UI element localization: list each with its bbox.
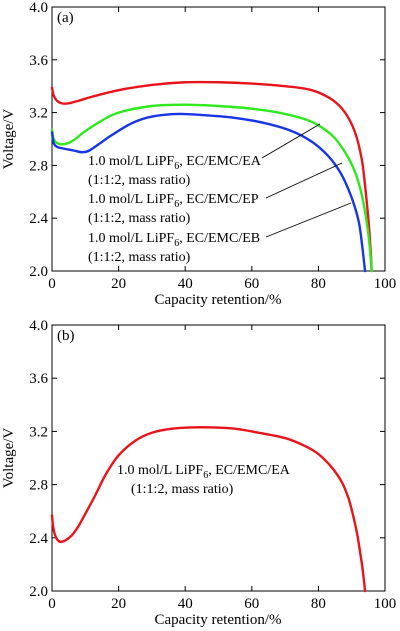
panel-a-annotation-ep: 1.0 mol/L LiPF6, EC/EMC/EP: [88, 192, 259, 210]
panel-b-y-tick-label: 2.8: [29, 478, 48, 494]
panel-a-chart: 0 20 40 60 80 100 2.0 2.4 2.8 3.2 3.6 4.0 (a) Capac…: [1, 0, 396, 308]
panel-a-label: (a): [57, 10, 74, 26]
panel-a-leader-lines: [261, 123, 352, 238]
panel-a-x-tick-label: 80: [311, 276, 326, 292]
panel-a-ylabel: Voltage/V: [1, 109, 17, 170]
panel-b-series-line-0: [50, 426, 367, 593]
panel-b-annotation-ea-line2: (1:1:2, mass ratio): [131, 482, 234, 497]
panel-a-ticks: 0 20 40 60 80 100 2.0 2.4 2.8 3.2 3.6 4.0: [29, 0, 396, 292]
panel-a-x-tick-label: 0: [48, 276, 56, 292]
panel-a-x-tick-label: 20: [111, 276, 126, 292]
panel-a-x-tick-label: 100: [374, 276, 397, 292]
panel-a-leader-ep: [265, 162, 343, 199]
panel-a-annotation-eb: 1.0 mol/L LiPF6, EC/EMC/EB: [88, 231, 260, 249]
panel-a-y-tick-label: 2.0: [29, 264, 48, 280]
panel-b-x-tick-label: 20: [111, 596, 126, 612]
panel-a-x-tick-label: 40: [178, 276, 193, 292]
panel-b-ylabel: Voltage/V: [1, 428, 17, 489]
panel-a-series-line-2: [50, 112, 367, 273]
panel-b-y-tick-label: 2.4: [29, 531, 48, 547]
panel-a-annotation-eb-line2: (1:1:2, mass ratio): [88, 250, 191, 265]
panel-a-leader-ea: [261, 123, 321, 159]
panel-b-x-tick-label: 80: [311, 596, 326, 612]
panel-b-x-tick-label: 100: [374, 596, 397, 612]
panel-b-xlabel: Capacity retention/%: [154, 612, 281, 628]
panel-a-annotation-ea-line2: (1:1:2, mass ratio): [88, 173, 191, 188]
panel-a-y-tick-label: 2.4: [29, 211, 48, 227]
panel-b-y-tick-label: 3.6: [29, 371, 48, 387]
panel-b-label: (b): [57, 328, 75, 344]
panel-a-y-tick-label: 4.0: [29, 0, 48, 16]
panel-b-series: [50, 426, 367, 593]
panel-a-xlabel: Capacity retention/%: [154, 292, 281, 308]
panel-a-y-tick-label: 3.6: [29, 53, 48, 69]
panel-a-annotation-ep-line2: (1:1:2, mass ratio): [88, 211, 191, 226]
panel-b-x-tick-label: 60: [244, 596, 259, 612]
panel-b-chart: 0 20 40 60 80 100 2.0 2.4 2.8 3.2 3.6 4.0 (b) Capac…: [1, 318, 396, 628]
panel-a-annotation-ea: 1.0 mol/L LiPF6, EC/EMC/EA: [88, 154, 262, 172]
panel-a-series-line-0: [50, 80, 373, 273]
panel-a-leader-eb: [265, 202, 352, 238]
panel-b-ticks: 0 20 40 60 80 100 2.0 2.4 2.8 3.2 3.6 4.0: [29, 318, 396, 612]
panel-a-y-tick-label: 2.8: [29, 158, 48, 174]
panel-b-y-tick-label: 4.0: [29, 318, 48, 334]
panel-a-y-tick-label: 3.2: [29, 106, 48, 122]
panel-b-x-tick-label: 40: [178, 596, 193, 612]
panel-b-y-tick-label: 3.2: [29, 424, 48, 440]
panel-a-series: [50, 80, 373, 273]
panel-a-x-tick-label: 60: [244, 276, 259, 292]
panel-b-y-tick-label: 2.0: [29, 584, 48, 600]
panel-a-series-line-1: [50, 103, 373, 273]
panel-b-plot-frame: [51, 324, 386, 592]
panel-b-annotation-ea: 1.0 mol/L LiPF6, EC/EMC/EA: [117, 463, 291, 481]
panel-b-x-tick-label: 0: [48, 596, 56, 612]
